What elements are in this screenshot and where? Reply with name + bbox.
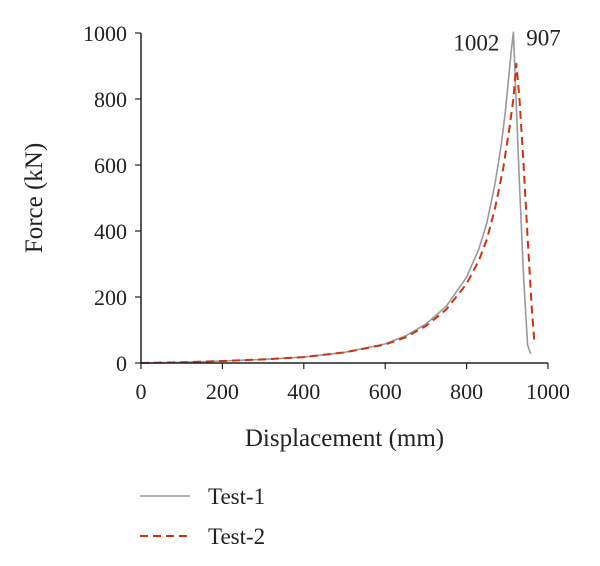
y-axis-title: Force (kN) <box>21 143 48 253</box>
legend-label-test-2: Test-2 <box>208 524 265 549</box>
annotations: 1002 907 <box>453 26 560 56</box>
y-ticks: 0 200 400 600 800 1000 <box>83 21 141 376</box>
y-tick-label: 400 <box>94 219 127 244</box>
x-tick-label: 400 <box>287 379 320 404</box>
y-tick-label: 1000 <box>83 21 127 46</box>
y-tick-label: 800 <box>94 87 127 112</box>
x-ticks: 0 200 400 600 800 1000 <box>136 363 570 404</box>
x-tick-label: 0 <box>136 379 147 404</box>
series-line-test-1 <box>140 31 532 364</box>
peak-annotation: 907 <box>526 26 561 51</box>
y-tick-label: 0 <box>116 351 127 376</box>
plot-area <box>140 31 536 364</box>
axes <box>140 33 548 364</box>
y-tick-label: 600 <box>94 153 127 178</box>
legend-label-test-1: Test-1 <box>208 484 265 509</box>
x-tick-label: 200 <box>206 379 239 404</box>
legend: Test-1 Test-2 <box>140 484 265 549</box>
x-tick-label: 1000 <box>526 379 570 404</box>
x-tick-label: 800 <box>450 379 483 404</box>
x-tick-label: 600 <box>369 379 402 404</box>
x-axis-title: Displacement (mm) <box>245 425 444 452</box>
peak-annotation: 1002 <box>453 30 499 55</box>
y-tick-label: 200 <box>94 285 127 310</box>
series-line-test-2 <box>140 62 536 364</box>
